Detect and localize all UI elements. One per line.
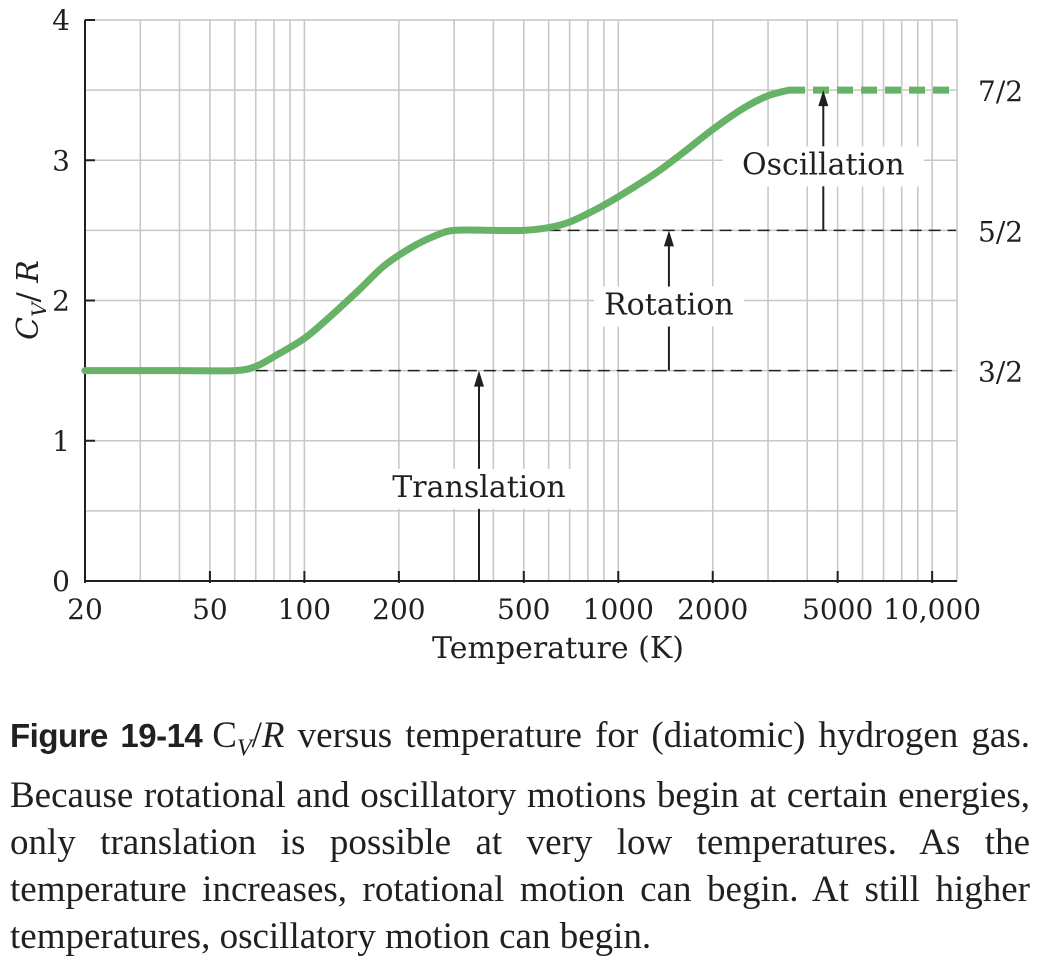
x-tick-label: 500 [497,593,550,626]
y-tick-label: 0 [52,565,70,598]
axis-ticks: 20 50 100 200 500 1000 2000 5000 10,000 0 1 2 3 4 3/2 5… [52,4,1023,626]
y-tick-label: 1 [52,425,70,458]
x-tick-label: 50 [192,593,228,626]
right-tick-label: 7/2 [978,75,1023,108]
annotation-label-bg [593,286,744,327]
annotations: Translation Rotation Oscillation [378,90,924,581]
x-tick-label: 5000 [802,593,873,626]
svg-text:CV/ R: CV/ R [11,260,51,340]
annotation-arrowhead [818,90,829,107]
x-axis-title: Temperature (K) [432,631,684,666]
caption-cv: CV/R [212,715,285,762]
data-curve [81,86,793,375]
x-tick-label: 10,000 [883,593,981,626]
caption-text: versus temperature for (diatomic) hydrog… [10,715,1030,958]
x-tick-label: 100 [278,593,331,626]
annotation-label: Translation [392,470,565,505]
annotation-label: Rotation [604,288,734,323]
annotation-label: Oscillation [742,147,905,182]
figure-label: Figure 19-14 [10,717,203,754]
x-tick-label: 2000 [677,593,748,626]
series-lines [81,86,957,375]
figure-caption: Figure 19-14 CV/R versus temperature for … [10,712,1030,960]
y-axis-title: CV/ R [11,260,51,340]
annotation-arrowhead [663,230,674,247]
y-tick-label: 2 [52,285,70,318]
right-tick-label: 5/2 [978,215,1023,248]
reference-lines [255,229,957,372]
y-tick-label: 3 [52,144,70,177]
x-tick-label: 200 [372,593,425,626]
annotation-label-bg [722,146,924,187]
annotation-arrowhead [474,370,485,387]
annotation-label-bg [378,468,580,509]
y-tick-label: 4 [52,4,70,37]
x-tick-label: 20 [67,593,103,626]
right-tick-label: 3/2 [978,356,1023,389]
x-tick-label: 1000 [583,593,654,626]
